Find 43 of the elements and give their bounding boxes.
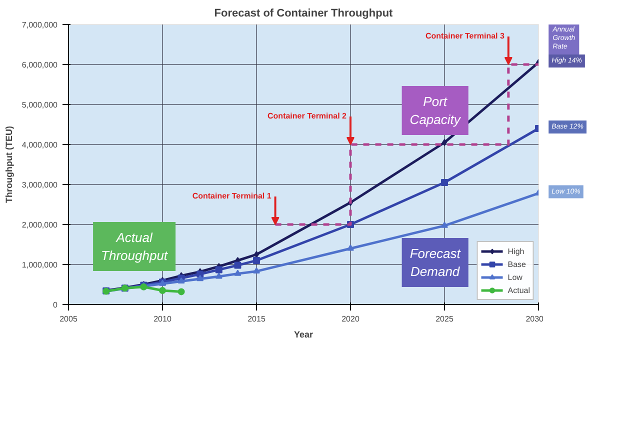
- point: [178, 288, 185, 296]
- annotation: Actual Throughput: [101, 230, 169, 263]
- chart-title: Forecast of Container Throughput: [214, 8, 394, 20]
- point: [234, 270, 242, 276]
- y-tick-label: 4,000,000: [22, 140, 58, 150]
- point: [196, 270, 204, 278]
- x-tick-label: 2010: [154, 314, 172, 324]
- annotation: Container Terminal 1: [192, 192, 272, 200]
- annotation: Container Terminal 3: [425, 32, 505, 40]
- y-tick-label: 2,000,000: [22, 220, 58, 230]
- y-tick-label: 5,000,000: [22, 100, 58, 110]
- point: [347, 244, 354, 251]
- point: [196, 274, 204, 282]
- x-axis-title: Year: [294, 330, 314, 340]
- x-tick-label: 2005: [60, 314, 78, 324]
- x-tick-label: 2025: [436, 314, 454, 324]
- point: [253, 257, 260, 264]
- x-tick-label: 2030: [526, 314, 544, 324]
- y-tick-label: 0: [53, 300, 58, 310]
- legend-label: Low: [508, 272, 524, 283]
- y-tick-label: 6,000,000: [22, 60, 58, 70]
- point: [234, 262, 242, 269]
- y-tick-label: 3,000,000: [22, 180, 58, 190]
- x-tick-label: 2020: [342, 314, 360, 324]
- x-tick-label: 2015: [248, 314, 266, 324]
- point: [442, 139, 447, 146]
- point: [441, 179, 448, 186]
- legend-label: Base: [508, 258, 527, 270]
- point: [253, 267, 260, 274]
- point: [159, 287, 166, 294]
- annotation: Container Terminal 2: [268, 112, 348, 120]
- point: [254, 251, 259, 258]
- point: [215, 272, 222, 279]
- annotation: Forecast Demand: [410, 246, 462, 279]
- legend-label: High: [508, 246, 526, 257]
- y-axis-title: Throughput (TEU): [4, 126, 14, 203]
- y-tick-label: 1,000,000: [22, 260, 58, 270]
- annotation: Port Capacity: [410, 94, 462, 127]
- point: [178, 277, 185, 284]
- point: [215, 266, 222, 274]
- point: [441, 222, 448, 228]
- legend-label: Actual: [508, 284, 530, 296]
- y-tick-label: 7,000,000: [22, 20, 58, 30]
